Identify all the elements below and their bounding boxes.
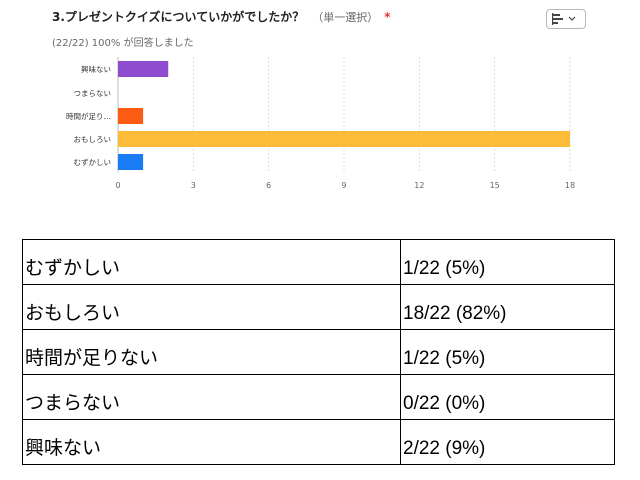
y-category-label: つまらない [74, 89, 112, 98]
option-label-cell: おもしろい [22, 284, 401, 330]
y-category-label: 時間が足り… [66, 111, 111, 121]
option-result-cell: 2/22 (9%) [400, 419, 615, 465]
bar[interactable] [118, 154, 144, 170]
x-tick-label: 3 [191, 181, 196, 190]
x-tick-label: 9 [341, 181, 346, 190]
chart-type-toggle-button[interactable] [546, 9, 586, 29]
option-label: 興味ない [25, 437, 102, 459]
chevron-down-icon [568, 16, 576, 21]
x-tick-label: 0 [115, 181, 120, 190]
option-result-cell: 0/22 (0%) [400, 374, 615, 420]
option-result: 1/22 (5%) [403, 258, 486, 279]
option-label: 時間が足りない [25, 347, 159, 369]
response-stat: (22/22) 100% が回答しました [52, 38, 194, 49]
bar-chart-icon [552, 13, 563, 25]
required-mark: * [384, 10, 391, 24]
option-label: おもしろい [25, 302, 121, 324]
option-result: 2/22 (9%) [403, 438, 486, 459]
y-category-label: 興味ない [81, 64, 111, 74]
table-row: むずかしい 1/22 (5%) [22, 239, 615, 285]
y-category-label: むずかしい [74, 157, 112, 167]
x-tick-label: 6 [266, 181, 271, 190]
option-result-cell: 18/22 (82%) [400, 284, 615, 330]
option-label-cell: 興味ない [22, 419, 401, 465]
y-category-label: おもしろい [74, 135, 112, 144]
table-row: 時間が足りない 1/22 (5%) [22, 329, 615, 375]
option-label: つまらない [25, 392, 121, 414]
results-table: むずかしい 1/22 (5%) おもしろい 18/22 (82%) 時間が足りない 1/2… [22, 239, 615, 465]
option-result: 18/22 (82%) [403, 303, 507, 324]
question-title: 3.プレゼントクイズについていかがでしたか？ （単一選択） * [52, 8, 390, 25]
option-label: むずかしい [25, 257, 121, 279]
option-result-cell: 1/22 (5%) [400, 239, 615, 285]
option-label-cell: 時間が足りない [22, 329, 401, 375]
option-result: 1/22 (5%) [403, 348, 486, 369]
x-tick-label: 18 [565, 181, 575, 190]
table-row: つまらない 0/22 (0%) [22, 374, 615, 420]
bar[interactable] [118, 108, 144, 124]
option-result: 0/22 (0%) [403, 393, 486, 414]
x-tick-label: 12 [414, 181, 424, 190]
question-type-label: （単一選択） [312, 11, 379, 24]
bar[interactable] [118, 61, 169, 77]
table-row: 興味ない 2/22 (9%) [22, 419, 615, 465]
question-title-text: 3.プレゼントクイズについていかがでしたか？ [52, 10, 305, 24]
option-label-cell: つまらない [22, 374, 401, 420]
bar[interactable] [118, 131, 570, 147]
x-tick-label: 15 [490, 181, 500, 190]
survey-question-card: 3.プレゼントクイズについていかがでしたか？ （単一選択） * (22/22) 10… [0, 0, 640, 215]
option-label-cell: むずかしい [22, 239, 401, 285]
option-result-cell: 1/22 (5%) [400, 329, 615, 375]
table-row: おもしろい 18/22 (82%) [22, 284, 615, 330]
